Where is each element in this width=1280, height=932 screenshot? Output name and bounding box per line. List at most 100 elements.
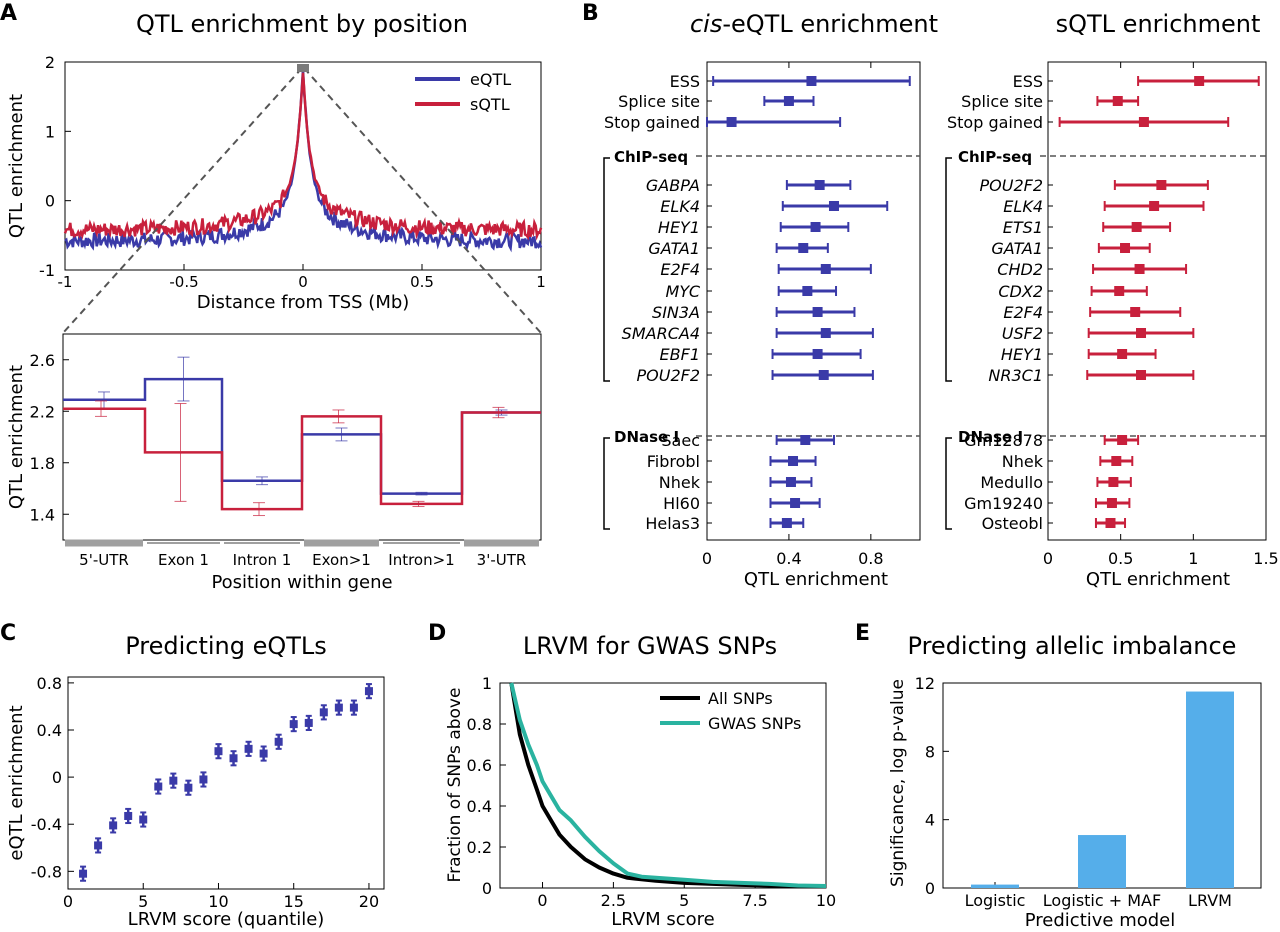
y-tick-label: 1 — [45, 122, 55, 141]
row-label: ESS — [670, 72, 700, 91]
data-point — [184, 783, 193, 792]
data-point — [274, 737, 283, 746]
y-tick-label: 0.6 — [467, 756, 492, 775]
data-point — [319, 708, 328, 717]
data-point — [94, 841, 103, 850]
point-estimate — [828, 201, 839, 211]
row-label: SIN3A — [652, 303, 700, 322]
x-tick-label: 5 — [138, 892, 148, 911]
point-estimate — [818, 370, 829, 380]
x-tick-label: 10 — [208, 892, 228, 911]
x-tick-label: LRVM — [1188, 891, 1232, 910]
data-point — [244, 744, 253, 753]
point-estimate — [810, 222, 821, 232]
panel-d-ticks: 0 2.5 5 7.5 10 0 0.2 0.4 0.6 0.8 1 — [467, 674, 837, 910]
data-point — [289, 720, 298, 729]
category-label: 3'-UTR — [477, 551, 527, 569]
x-tick-label: 2.5 — [601, 891, 626, 910]
legend-gwas-snps-label: GWAS SNPs — [708, 714, 801, 733]
row-label: GATA1 — [991, 239, 1043, 258]
y-tick-label: 0.4 — [467, 797, 492, 816]
group-header: DNase I — [614, 428, 679, 446]
point-estimate — [820, 328, 831, 338]
point-estimate — [802, 286, 813, 296]
y-tick-label: 0 — [482, 879, 492, 898]
y-tick-label: 1.4 — [30, 505, 55, 524]
point-estimate — [812, 349, 823, 359]
data-point — [124, 811, 133, 820]
y-tick-label: -0.4 — [31, 815, 62, 834]
data-point — [364, 687, 373, 696]
y-tick-label: 0 — [925, 879, 935, 898]
point-estimate — [1136, 328, 1147, 338]
data-point — [109, 821, 118, 830]
panel-a-bottom-categories: 5'-UTR Exon 1 Intron 1 Exon>1 Intron>1 3'-UTR — [65, 539, 539, 569]
point-estimate — [1117, 349, 1128, 359]
y-tick-label: 0.4 — [37, 721, 62, 740]
point-estimate — [1149, 201, 1160, 211]
group-bracket — [603, 437, 610, 530]
panel-b-cis-title: cis-eQTL enrichment — [690, 10, 938, 38]
panel-e-xlabel: Predictive model — [1025, 910, 1176, 931]
panel-label-b: B — [582, 1, 599, 26]
point-estimate — [1156, 180, 1167, 190]
panel-e-ticks: 0 4 8 12 Logistic Logistic + MAF LRVM — [915, 674, 1232, 910]
point-estimate — [1194, 76, 1205, 86]
row-label: CHD2 — [997, 260, 1043, 279]
x-tick-label: 0 — [537, 891, 547, 910]
panel-e-chart: 0 4 8 12 Logistic Logistic + MAF LRVM Predicti… — [888, 674, 1262, 931]
group-header: DNase I — [958, 428, 1023, 446]
point-estimate — [1106, 498, 1117, 508]
panel-d-ylabel: Fraction of SNPs above — [445, 688, 465, 883]
row-label: E2F4 — [1003, 303, 1043, 322]
panel-d-lines — [509, 682, 827, 889]
gwas-snps-line — [509, 682, 827, 888]
point-estimate — [1112, 96, 1123, 106]
group-header: ChIP-seq — [614, 148, 688, 166]
x-tick-label: 20 — [359, 892, 379, 911]
panel-c-title: Predicting eQTLs — [125, 632, 327, 660]
panel-a-title: QTL enrichment by position — [136, 10, 468, 38]
point-estimate — [1134, 264, 1145, 274]
panel-label-d: D — [428, 621, 446, 646]
panel-a-top-xlabel: Distance from TSS (Mb) — [197, 292, 410, 313]
panel-c-xlabel: LRVM score (quantile) — [128, 909, 325, 930]
x-tick-label: 1 — [536, 273, 546, 291]
row-label: Gm19240 — [964, 494, 1043, 513]
legend-sqtl-label: sQTL — [470, 95, 510, 114]
row-label: Saec — [661, 431, 700, 450]
y-tick-label: 2.6 — [30, 351, 55, 370]
row-label: Nhek — [1002, 452, 1044, 471]
x-tick-label: 0.8 — [858, 549, 883, 568]
data-point — [229, 754, 238, 763]
point-estimate — [1131, 222, 1142, 232]
y-tick-label: 0 — [45, 192, 55, 211]
row-label: Medullo — [980, 473, 1043, 492]
x-tick-label: 0 — [702, 549, 712, 568]
x-tick-label: 0.4 — [776, 549, 801, 568]
y-tick-label: 1.8 — [30, 454, 55, 473]
point-estimate — [806, 76, 817, 86]
data-point — [199, 775, 208, 784]
panel-c-ylabel: eQTL enrichment — [6, 705, 27, 860]
row-label: Hl60 — [663, 494, 700, 513]
point-estimate — [785, 477, 796, 487]
panel-a-top-ylabel: QTL enrichment — [6, 94, 27, 238]
row-label: ELK4 — [660, 197, 700, 216]
x-tick-label: 1 — [1188, 549, 1198, 568]
row-label: POU2F2 — [979, 176, 1043, 195]
row-label: POU2F2 — [636, 366, 700, 385]
row-label: SMARCA4 — [622, 324, 700, 343]
x-tick-label: 15 — [284, 892, 304, 911]
point-estimate — [814, 180, 825, 190]
x-tick-label: -1 — [58, 273, 73, 291]
row-label: E2F4 — [660, 260, 700, 279]
panel-d-title: LRVM for GWAS SNPs — [523, 632, 777, 660]
x-tick-label: Logistic + MAF — [1043, 891, 1161, 910]
x-tick-label: 10 — [816, 891, 836, 910]
panel-a-bottom-ticks: 1.4 1.8 2.2 2.6 — [30, 351, 69, 524]
x-tick-label: 0 — [298, 273, 308, 291]
